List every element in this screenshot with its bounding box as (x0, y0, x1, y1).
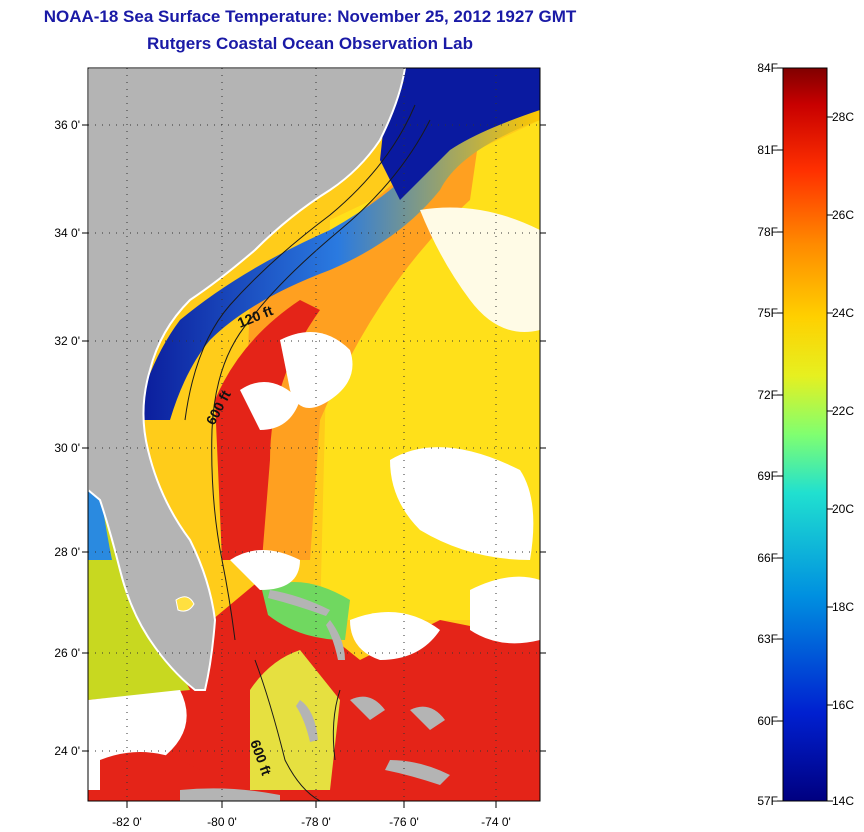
colorbar-c-label: 26C (832, 208, 855, 222)
lon-label: -82 0' (112, 815, 142, 829)
lon-label: -78 0' (301, 815, 331, 829)
colorbar-f-label: 78F (757, 225, 778, 239)
colorbar (782, 67, 828, 802)
gulf-stream (215, 300, 320, 560)
axis-ticks (82, 124, 546, 808)
contour-120ft (184, 104, 416, 421)
colorbar-c-label: 14C (832, 794, 855, 808)
colorbar-f-label: 57F (757, 794, 778, 808)
lat-label: 26 0' (54, 646, 80, 660)
colorbar-f-label: 75F (757, 306, 778, 320)
lake-okeechobee (175, 596, 195, 612)
colorbar-f-label: 63F (757, 632, 778, 646)
orange-region (240, 130, 480, 560)
colorbar-f-label: 84F (757, 61, 778, 75)
colorbar-c-label: 22C (832, 404, 855, 418)
cloud-patch (390, 447, 534, 560)
colorbar-f-label: 81F (757, 143, 778, 157)
lon-label: -74 0' (481, 815, 511, 829)
cloud-patch (420, 207, 540, 332)
lat-label: 32 0' (54, 334, 80, 348)
lon-label: -80 0' (207, 815, 237, 829)
bahamas-bank (250, 650, 340, 790)
lon-label: -76 0' (389, 815, 419, 829)
colorbar-c-label: 24C (832, 306, 855, 320)
map-frame (87, 67, 541, 802)
lat-label: 36 0' (54, 118, 80, 132)
lat-label: 30 0' (54, 441, 80, 455)
colorbar-c-label: 16C (832, 698, 855, 712)
colorbar-f-label: 69F (757, 469, 778, 483)
colorbar-f-label: 60F (757, 714, 778, 728)
cuba-coast (180, 788, 280, 801)
colorbar-f-label: 72F (757, 388, 778, 402)
andros-island (296, 700, 318, 742)
landmass-us (88, 68, 407, 691)
map-title: NOAA-18 Sea Surface Temperature: Novembe… (43, 7, 577, 26)
cold-northern-water (380, 68, 540, 200)
colorbar-f-label: 66F (757, 551, 778, 565)
colorbar-c-label: 20C (832, 502, 855, 516)
cold-coastal-water (135, 90, 540, 420)
contour-600ft (211, 119, 431, 641)
colorbar-ticks (777, 67, 833, 802)
colorbar-c-label: 18C (832, 600, 855, 614)
grand-bahama-island (268, 590, 330, 616)
colorbar-c-label: 28C (832, 110, 855, 124)
lat-label: 34 0' (54, 226, 80, 240)
abaco-island (326, 620, 345, 660)
map-subtitle: Rutgers Coastal Ocean Observation Lab (147, 34, 473, 53)
lat-label: 28 0' (54, 545, 80, 559)
lat-label: 24 0' (54, 744, 80, 758)
